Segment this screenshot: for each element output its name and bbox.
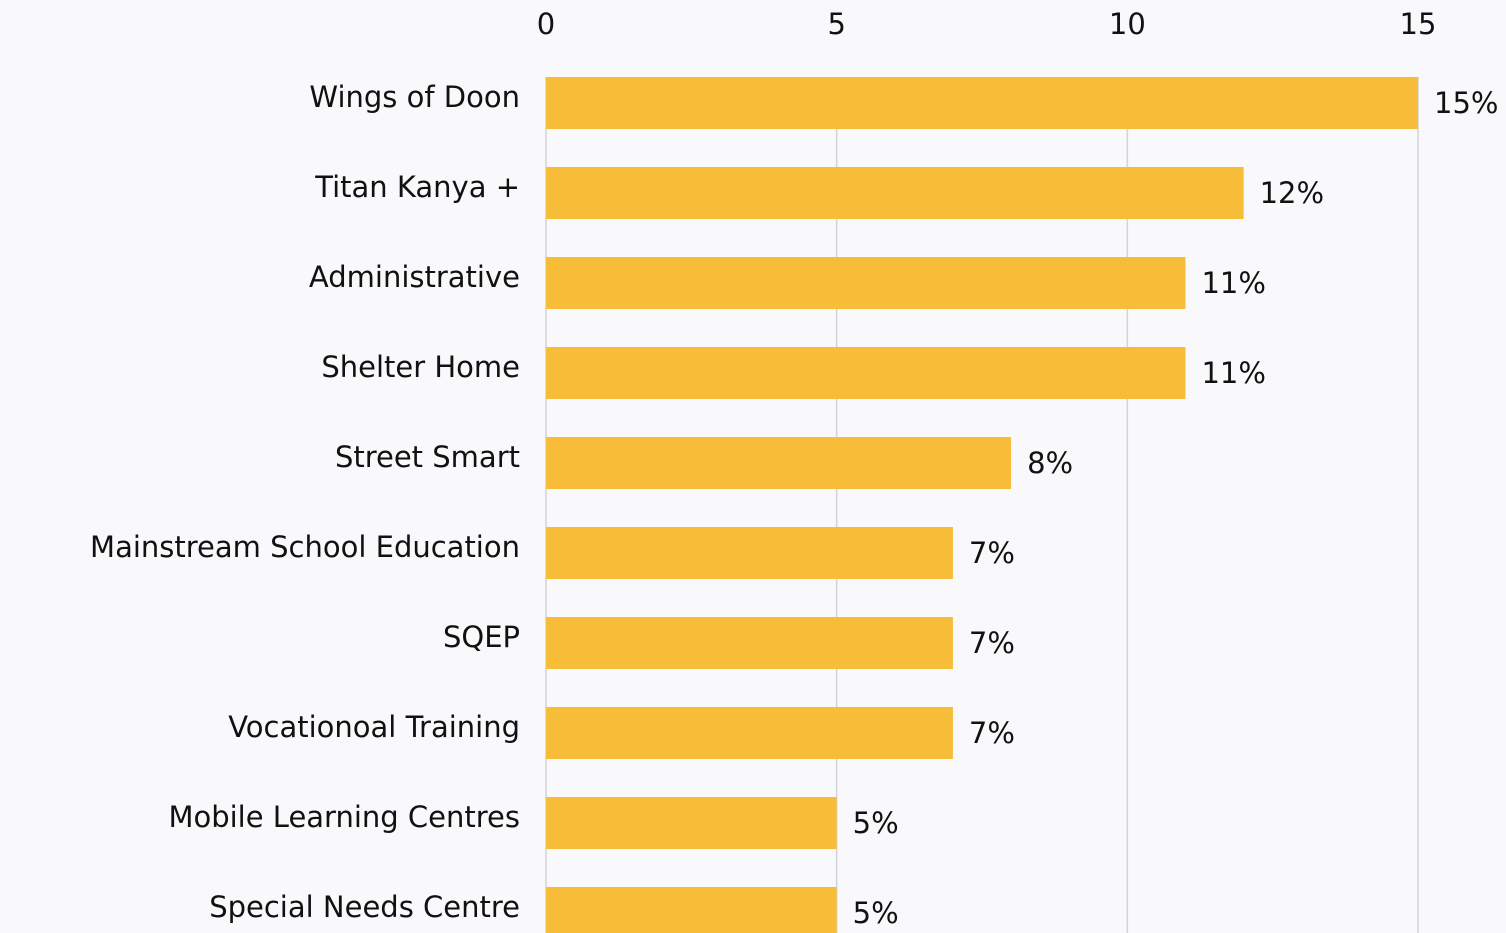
bar (546, 707, 953, 759)
bar (546, 77, 1418, 129)
value-label: 11% (1201, 266, 1265, 300)
x-tick-label: 0 (537, 7, 555, 41)
value-label: 11% (1201, 356, 1265, 390)
bar (546, 797, 837, 849)
bar (546, 167, 1244, 219)
bar (546, 437, 1012, 489)
x-tick-label: 15 (1400, 7, 1437, 41)
bar (546, 257, 1186, 309)
bar (546, 617, 953, 669)
y-tick-label: Titan Kanya + (314, 170, 520, 204)
value-label: 12% (1260, 176, 1324, 210)
y-tick-label: Street Smart (335, 440, 520, 474)
y-tick-label: Special Needs Centre (209, 890, 520, 924)
value-label: 7% (969, 536, 1015, 570)
bar (546, 887, 837, 933)
y-tick-label: Shelter Home (321, 350, 520, 384)
y-tick-label: Wings of Doon (309, 80, 520, 114)
y-tick-label: Vocationoal Training (228, 710, 520, 744)
x-tick-label: 10 (1109, 7, 1146, 41)
y-tick-label: SQEP (443, 620, 520, 654)
y-tick-label: Administrative (309, 260, 520, 294)
value-label: 5% (853, 896, 899, 930)
value-label: 5% (853, 806, 899, 840)
y-tick-label: Mainstream School Education (90, 530, 520, 564)
value-label: 7% (969, 716, 1015, 750)
value-label: 8% (1027, 446, 1073, 480)
value-label: 7% (969, 626, 1015, 660)
x-tick-label: 5 (827, 7, 845, 41)
value-label: 15% (1434, 86, 1498, 120)
bar (546, 347, 1186, 399)
bar (546, 527, 953, 579)
y-tick-label: Mobile Learning Centres (168, 800, 520, 834)
